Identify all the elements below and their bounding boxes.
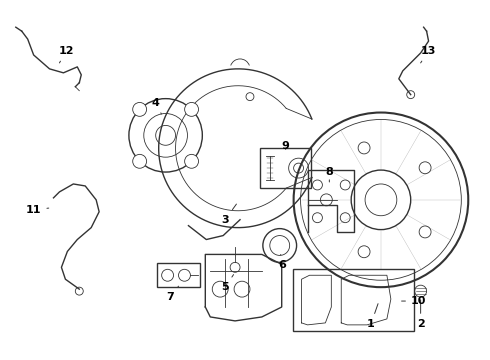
Bar: [293, 269, 414, 331]
Text: 10: 10: [402, 296, 426, 306]
Text: 12: 12: [59, 46, 74, 63]
Text: 3: 3: [221, 204, 237, 225]
Bar: [260, 148, 312, 188]
Text: 2: 2: [417, 300, 424, 329]
Text: 7: 7: [167, 286, 178, 302]
Circle shape: [185, 103, 198, 116]
Circle shape: [185, 154, 198, 168]
Text: 9: 9: [282, 141, 290, 151]
Text: 8: 8: [325, 167, 333, 182]
Circle shape: [133, 103, 147, 116]
Text: 13: 13: [420, 46, 436, 63]
Text: 4: 4: [152, 98, 161, 114]
Text: 11: 11: [26, 205, 49, 215]
Text: 1: 1: [367, 304, 378, 329]
Text: 5: 5: [221, 275, 234, 292]
Text: 6: 6: [278, 255, 286, 270]
Bar: [157, 264, 200, 287]
Circle shape: [133, 154, 147, 168]
